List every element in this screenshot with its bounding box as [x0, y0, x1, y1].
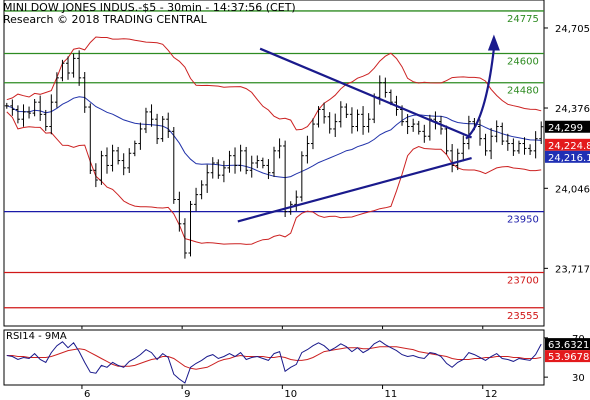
bollinger-lower-band: [6, 111, 542, 245]
price-tag-label: 24,299: [548, 123, 583, 134]
x-tick-label: 6: [84, 389, 90, 400]
price-tag-box: [545, 150, 590, 163]
price-tag-box: [545, 138, 590, 151]
price-tag-label: 24,216.1: [548, 153, 590, 164]
chart-title: MINI DOW JONES INDUS.-$5 - 30min - 14:37…: [3, 1, 296, 14]
y-tick-label: 24,705: [555, 24, 590, 35]
bollinger-upper-band: [6, 36, 542, 131]
rsi-title: RSI14 - 9MA: [6, 331, 67, 342]
y-tick-label: 24,046: [555, 184, 590, 195]
rsi-panel-frame: [3, 329, 545, 386]
rsi-value-tag-box: [545, 338, 590, 351]
level-label: 24600: [507, 57, 539, 68]
y-tick-label: 23,717: [555, 264, 590, 275]
level-label: 23555: [507, 311, 539, 322]
price-tag-label: 24,224.8: [548, 141, 590, 152]
price-tag-box: [545, 120, 590, 133]
rsi-ma-line: [6, 346, 542, 370]
rsi-line: [6, 340, 542, 384]
y-tick-label: 24,376: [555, 104, 590, 115]
breakout-arrow-line: [465, 48, 495, 140]
level-label: 23700: [507, 275, 539, 286]
level-label: 23950: [507, 215, 539, 226]
level-label: 24775: [507, 14, 539, 25]
chart-copyright: Research © 2018 TRADING CENTRAL: [3, 13, 207, 26]
rsi-value-tag-box: [545, 350, 590, 363]
x-tick-label: 12: [485, 389, 498, 400]
rsi-value-tag-label: 63.6321: [548, 340, 589, 351]
level-label: 24480: [507, 86, 539, 97]
x-tick-label: 9: [184, 389, 190, 400]
triangle-lower-line: [237, 157, 472, 223]
breakout-arrow-head: [487, 34, 500, 51]
rsi-y-tick-label: 30: [572, 373, 585, 384]
rsi-value-tag-label: 53.9678: [548, 352, 589, 363]
x-tick-label: 11: [385, 389, 398, 400]
triangle-upper-line: [259, 47, 473, 139]
x-tick-label: 10: [284, 389, 297, 400]
price-panel-frame: [3, 0, 545, 327]
